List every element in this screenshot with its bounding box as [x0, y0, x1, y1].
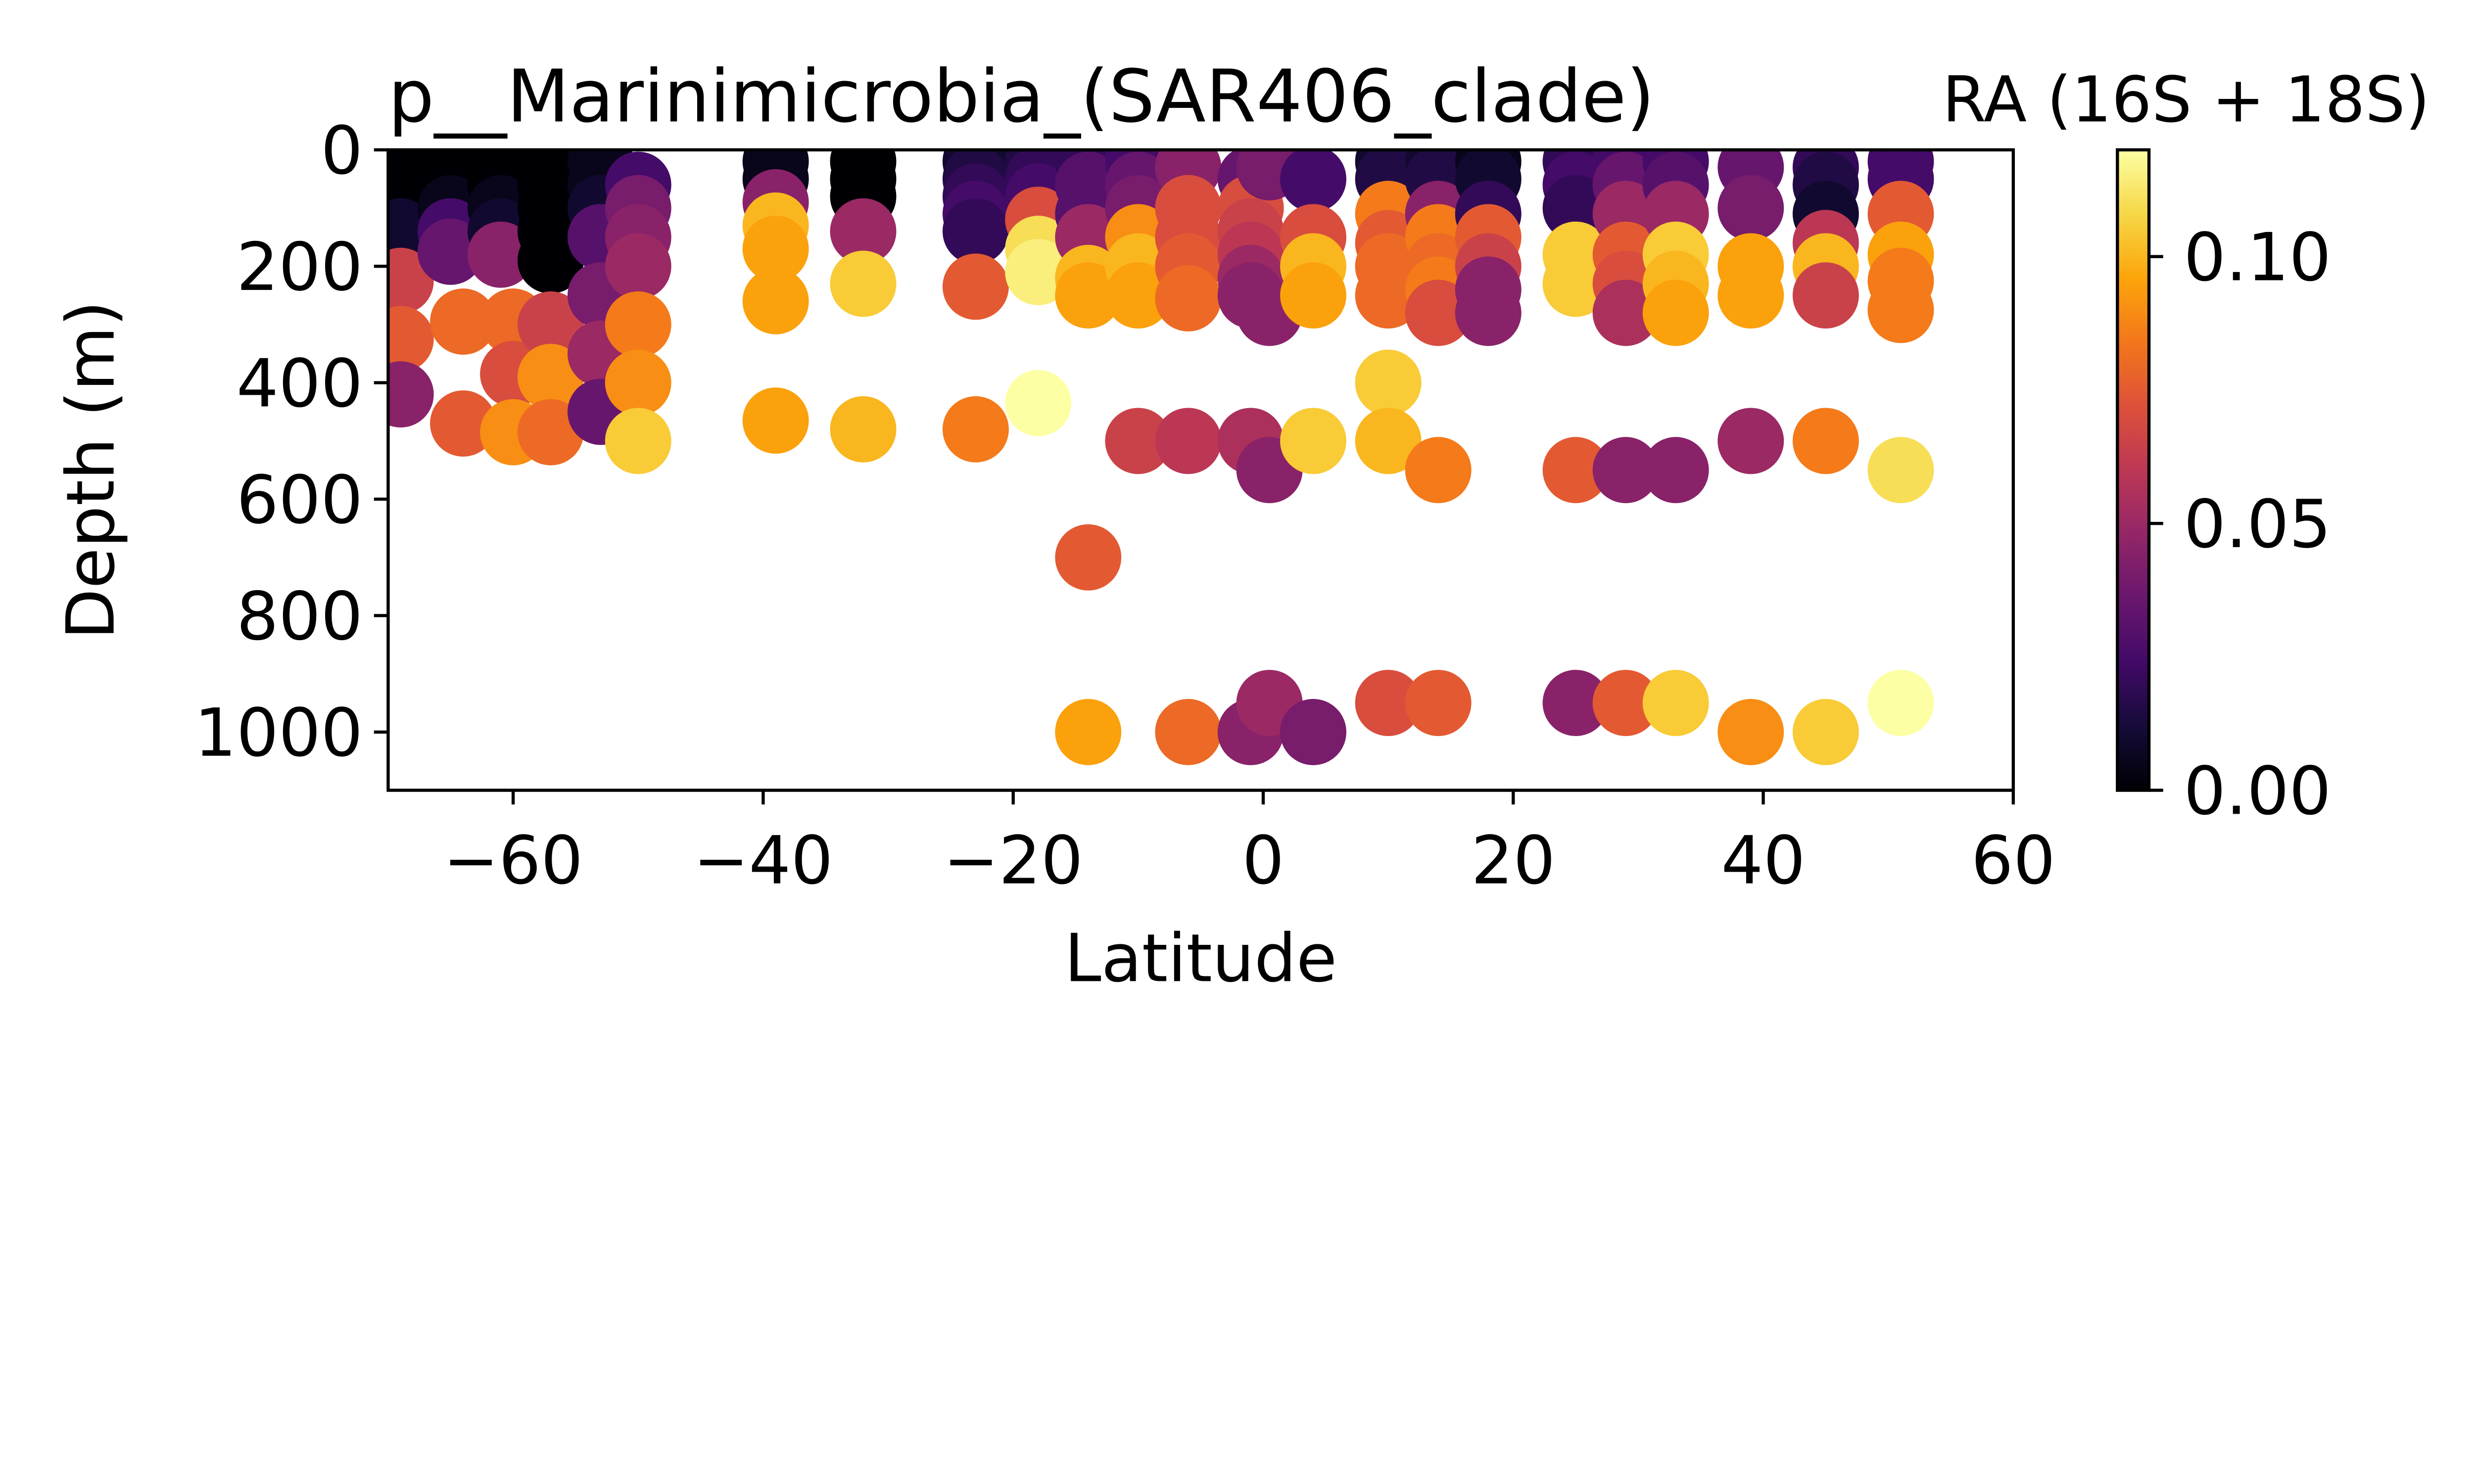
data-point: [742, 387, 809, 454]
data-point: [1867, 437, 1934, 504]
data-point: [1592, 279, 1659, 346]
data-point: [1055, 262, 1122, 329]
data-point: [517, 291, 584, 358]
data-point: [1717, 698, 1784, 765]
plot-area: [386, 148, 2015, 792]
data-point: [1355, 670, 1422, 736]
data-point: [830, 396, 897, 463]
data-point: [430, 288, 496, 355]
data-point: [942, 198, 1009, 265]
x-tick-label: 60: [1971, 822, 2055, 899]
data-point: [1155, 408, 1222, 474]
data-point: [605, 408, 671, 474]
data-point: [388, 306, 434, 372]
data-point: [1792, 408, 1859, 474]
x-tick-label: 20: [1471, 822, 1555, 899]
x-tick-label: 40: [1721, 822, 1805, 899]
data-point: [1717, 175, 1784, 241]
data-point: [1280, 262, 1347, 329]
data-point: [1792, 262, 1859, 329]
scatter-figure: p__Marinimicrobia_(SAR406_clade) −60 −40−…: [52, 54, 2430, 997]
data-point: [1542, 670, 1609, 736]
data-point: [417, 218, 484, 285]
data-point: [1355, 408, 1422, 474]
colorbar-tick-label: 0.10: [2184, 219, 2331, 296]
y-tick-label: 800: [237, 578, 363, 655]
data-point: [1542, 175, 1609, 241]
data-point: [1867, 277, 1934, 343]
data-point: [1542, 250, 1609, 317]
data-point: [605, 349, 671, 416]
data-point: [942, 253, 1009, 320]
data-point: [1155, 265, 1222, 332]
points-layer: [388, 149, 1934, 765]
data-point: [1405, 279, 1472, 346]
data-point: [1355, 349, 1422, 416]
x-axis: −60 −40 −20 0 20 40 60: [443, 790, 2055, 899]
x-tick-label: −40: [693, 822, 833, 899]
data-point: [830, 198, 897, 265]
data-point: [1592, 670, 1659, 736]
data-point: [605, 291, 671, 358]
data-point: [1280, 698, 1347, 765]
data-point: [1355, 262, 1422, 329]
colorbar-frame: [2116, 148, 2151, 792]
data-point: [605, 233, 671, 300]
data-point: [742, 268, 809, 334]
data-point: [1717, 408, 1784, 474]
data-point: [1055, 698, 1122, 765]
data-point: [1405, 437, 1472, 504]
data-point: [430, 390, 496, 457]
y-tick-label: 400: [237, 345, 363, 422]
y-tick-label: 1000: [194, 695, 363, 772]
data-point: [1005, 370, 1072, 436]
data-point: [517, 343, 584, 410]
data-point: [1105, 262, 1172, 329]
y-axis-label: Depth (m): [52, 301, 130, 640]
x-axis-label: Latitude: [1064, 920, 1337, 997]
data-point: [1105, 408, 1172, 474]
y-tick-label: 0: [321, 112, 363, 189]
data-point: [517, 399, 584, 465]
data-point: [1405, 670, 1472, 736]
data-point: [942, 396, 1009, 463]
data-point: [1592, 437, 1659, 504]
data-point: [830, 250, 897, 317]
colorbar-gradient: [2117, 149, 2149, 790]
colorbar-tick-label: 0.00: [2184, 752, 2331, 830]
data-point: [388, 361, 434, 428]
data-point: [1792, 698, 1859, 765]
y-axis: 0 200 400 600 800 1000: [194, 112, 388, 772]
colorbar-label: RA (16S + 18S): [1942, 64, 2429, 137]
y-tick-label: 200: [237, 229, 363, 306]
data-point: [1455, 279, 1522, 346]
data-point: [1642, 670, 1709, 736]
data-point: [1280, 149, 1346, 212]
data-point: [467, 221, 534, 288]
data-point: [1717, 262, 1784, 329]
data-point: [1005, 239, 1072, 306]
y-tick-label: 600: [237, 462, 363, 539]
data-point: [1867, 670, 1934, 736]
data-point: [1542, 437, 1609, 504]
colorbar: 0.00 0.05 0.10: [2116, 148, 2331, 830]
data-point: [1055, 524, 1122, 591]
plot-frame: [386, 148, 2015, 792]
data-point: [1642, 437, 1709, 504]
x-tick-label: −20: [943, 822, 1083, 899]
colorbar-tick-label: 0.05: [2184, 486, 2331, 563]
data-point: [517, 227, 584, 294]
data-point: [742, 216, 809, 282]
data-point: [1642, 279, 1709, 346]
data-point: [1155, 698, 1222, 765]
x-tick-label: −60: [443, 822, 583, 899]
colorbar-ticks: 0.00 0.05 0.10: [2149, 219, 2331, 830]
chart-title: p__Marinimicrobia_(SAR406_clade): [388, 54, 1655, 139]
x-tick-label: 0: [1242, 822, 1284, 899]
data-point: [1280, 408, 1347, 474]
